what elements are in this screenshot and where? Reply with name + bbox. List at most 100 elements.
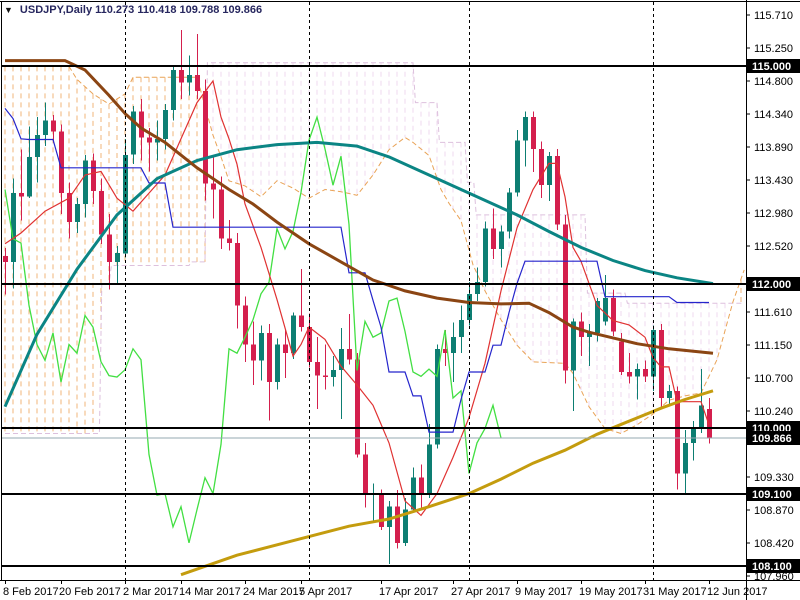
candle[interactable] xyxy=(499,225,504,268)
candle[interactable] xyxy=(299,269,304,332)
candle[interactable] xyxy=(35,117,40,183)
candle[interactable] xyxy=(627,353,632,384)
candle-body-bull xyxy=(291,315,296,354)
candles-layer[interactable] xyxy=(3,30,712,564)
candle[interactable] xyxy=(635,363,640,400)
candle[interactable] xyxy=(27,126,32,199)
candle-body-bear xyxy=(243,305,248,345)
candle[interactable] xyxy=(75,198,80,233)
candle[interactable] xyxy=(11,178,16,289)
x-tick-label: 31 May 2017 xyxy=(643,586,707,598)
candle[interactable] xyxy=(99,178,104,244)
candle[interactable] xyxy=(427,424,432,498)
candle[interactable] xyxy=(571,318,576,412)
candle[interactable] xyxy=(347,314,352,365)
candle[interactable] xyxy=(379,489,384,530)
candle-body-bull xyxy=(651,330,656,377)
candle-body-bear xyxy=(379,493,384,527)
candle[interactable] xyxy=(275,338,280,390)
candle[interactable] xyxy=(67,182,72,239)
candle-body-bear xyxy=(443,348,448,354)
candle[interactable] xyxy=(235,233,240,329)
candle[interactable] xyxy=(51,114,56,143)
candle[interactable] xyxy=(315,337,320,409)
candle[interactable] xyxy=(387,500,392,564)
candle[interactable] xyxy=(459,305,464,354)
candle[interactable] xyxy=(491,208,496,259)
candle[interactable] xyxy=(363,442,368,508)
candle[interactable] xyxy=(515,130,520,197)
candle[interactable] xyxy=(267,324,272,421)
candle[interactable] xyxy=(219,176,224,249)
candle[interactable] xyxy=(563,214,568,384)
y-tick-label: 114.340 xyxy=(754,109,793,121)
svg-text:115.000: 115.000 xyxy=(752,61,791,73)
y-tick-label: 112.980 xyxy=(754,208,793,220)
candle[interactable] xyxy=(523,111,528,167)
candle-body-bear xyxy=(707,408,712,438)
y-tick-label: 109.330 xyxy=(754,472,794,484)
candle-body-bull xyxy=(547,156,552,186)
candle[interactable] xyxy=(555,149,560,231)
candle-body-bear xyxy=(355,359,360,455)
candle[interactable] xyxy=(179,30,184,99)
candle[interactable] xyxy=(283,330,288,378)
candle[interactable] xyxy=(435,344,440,449)
candle[interactable] xyxy=(331,356,336,387)
price-axis[interactable]: 115.710 115.250 114.800 114.340 113.890 113.4… xyxy=(746,10,800,583)
candle-body-bear xyxy=(267,332,272,383)
candle-body-bull xyxy=(155,138,160,143)
candle[interactable] xyxy=(323,344,328,390)
candle[interactable] xyxy=(83,154,88,218)
candle[interactable] xyxy=(43,102,48,147)
candle[interactable] xyxy=(203,79,208,201)
candle-body-bear xyxy=(323,375,328,377)
candle[interactable] xyxy=(547,151,552,202)
candle[interactable] xyxy=(59,124,64,215)
candle[interactable] xyxy=(227,219,232,251)
candle[interactable] xyxy=(3,248,8,295)
candle[interactable] xyxy=(115,246,120,284)
candle-body-bear xyxy=(347,348,352,360)
time-axis[interactable]: 8 Feb 2017 20 Feb 2017 2 Mar 2017 14 Mar 20… xyxy=(3,580,768,598)
candle[interactable] xyxy=(91,153,96,204)
candle[interactable] xyxy=(483,221,488,287)
candle[interactable] xyxy=(171,66,176,121)
candle-body-bear xyxy=(491,228,496,249)
candle[interactable] xyxy=(395,490,400,549)
candle[interactable] xyxy=(683,429,688,494)
candle[interactable] xyxy=(243,296,248,362)
candle[interactable] xyxy=(131,106,136,165)
y-tick-label: 110.700 xyxy=(754,373,793,385)
candle[interactable] xyxy=(403,498,408,546)
candle[interactable] xyxy=(147,128,152,172)
y-tick-label: 114.800 xyxy=(754,76,793,88)
candle[interactable] xyxy=(539,141,544,199)
candle[interactable] xyxy=(155,120,160,161)
plot-area[interactable] xyxy=(2,2,746,580)
tenkan-sen-line xyxy=(4,79,710,517)
candle[interactable] xyxy=(531,111,536,173)
candle[interactable] xyxy=(123,138,128,258)
candle[interactable] xyxy=(707,398,712,444)
candle[interactable] xyxy=(643,360,648,383)
candle-body-bull xyxy=(435,348,440,445)
candle[interactable] xyxy=(187,55,192,96)
candle[interactable] xyxy=(251,321,256,385)
candle-body-bull xyxy=(27,156,32,197)
candle[interactable] xyxy=(451,322,456,383)
levels-layer[interactable] xyxy=(2,65,746,567)
candle[interactable] xyxy=(211,156,216,219)
candle[interactable] xyxy=(699,369,704,433)
candle[interactable] xyxy=(419,464,424,510)
senkou-span-b-line xyxy=(5,62,745,434)
candle-body-bear xyxy=(627,372,632,377)
candle[interactable] xyxy=(667,385,672,407)
candle[interactable] xyxy=(291,312,296,359)
candle-body-bull xyxy=(667,390,672,398)
candle[interactable] xyxy=(19,149,24,221)
candle[interactable] xyxy=(259,325,264,381)
candle[interactable] xyxy=(339,327,344,419)
